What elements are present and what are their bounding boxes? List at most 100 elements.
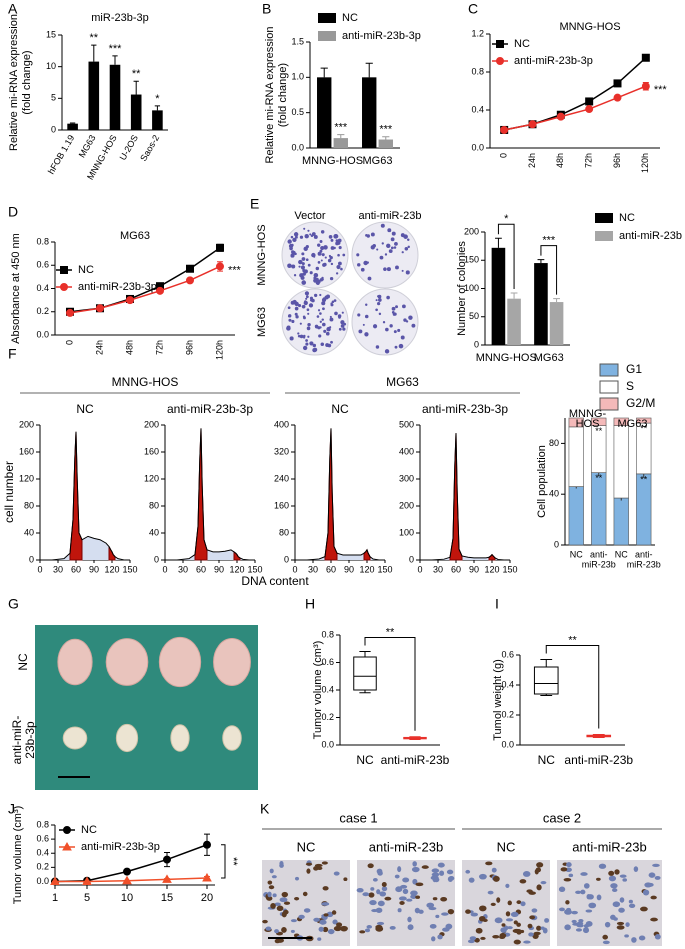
significance: ** <box>90 32 99 44</box>
cell-nucleus <box>585 909 593 913</box>
marker <box>50 876 60 885</box>
group-title: case 1 <box>339 810 377 825</box>
cell-nucleus <box>499 932 507 939</box>
y-tick-label: 40 <box>24 527 34 537</box>
cell-nucleus <box>406 898 413 902</box>
cell-nucleus <box>270 903 276 909</box>
colony <box>299 322 302 325</box>
marker <box>96 304 104 313</box>
colony <box>330 262 334 266</box>
colony <box>317 261 321 264</box>
colony <box>304 234 309 239</box>
series-line <box>69 265 221 314</box>
colony <box>336 264 341 270</box>
cell-nucleus <box>332 919 338 925</box>
x-tick-label: MG63 <box>534 352 564 364</box>
error-bar <box>337 134 345 139</box>
colony <box>379 255 384 260</box>
colony <box>321 318 324 321</box>
colony <box>301 262 305 266</box>
cell-nucleus <box>612 901 621 908</box>
colony <box>411 323 416 328</box>
colony <box>343 322 347 326</box>
colony <box>323 329 327 333</box>
cell-nucleus <box>516 928 522 935</box>
cell-nucleus <box>487 890 494 895</box>
y-tick-label: 300 <box>399 473 414 483</box>
colony <box>320 230 325 234</box>
colony <box>300 265 306 270</box>
colony <box>400 233 405 238</box>
cell-nucleus <box>368 892 375 898</box>
cell-nucleus <box>397 908 402 913</box>
cell-nucleus <box>369 900 377 906</box>
error-bar <box>510 292 518 299</box>
cell-nucleus <box>578 919 584 923</box>
y-tick-label: 40 <box>149 527 159 537</box>
colony <box>305 258 309 261</box>
colony <box>297 332 300 335</box>
colony <box>403 318 407 322</box>
colony <box>393 246 397 249</box>
bar-segment <box>568 417 584 428</box>
y-tick-label: 0 <box>29 554 34 564</box>
error-bar <box>320 67 328 78</box>
colony <box>375 299 378 302</box>
cell-nucleus <box>402 877 410 883</box>
panel-letter: F <box>8 346 17 362</box>
legend-label: NC <box>81 824 97 836</box>
bar <box>317 77 332 148</box>
cell-nucleus <box>281 926 287 933</box>
colony <box>295 315 299 319</box>
cell-nucleus <box>412 861 417 867</box>
panel-letter: K <box>260 801 270 817</box>
x-tick-label: MG63 <box>363 155 393 167</box>
cell-nucleus <box>535 867 542 873</box>
legend-swatch <box>318 13 336 23</box>
bar <box>67 123 78 130</box>
y-axis-label: (fold change) <box>21 50 33 114</box>
colony <box>385 327 389 332</box>
panel-letter: A <box>8 1 18 17</box>
legend-label: NC <box>514 38 530 50</box>
cell-nucleus <box>648 872 656 878</box>
cell-nucleus <box>340 925 348 932</box>
colony <box>305 295 309 299</box>
cell-nucleus <box>318 926 324 932</box>
x-axis-label: DNA content <box>241 574 309 588</box>
cell-nucleus <box>568 873 574 878</box>
marker <box>156 286 164 295</box>
x-tick-label: NC <box>538 753 556 767</box>
y-tick-label: 0.6 <box>36 833 49 843</box>
tumor <box>170 724 190 752</box>
colony <box>289 336 294 341</box>
cell-nucleus <box>580 872 588 876</box>
cell-nucleus <box>536 862 544 868</box>
significance: ** <box>640 423 648 433</box>
colony <box>302 336 306 339</box>
colony <box>402 304 406 309</box>
marker <box>60 266 68 274</box>
marker <box>585 105 594 114</box>
colony <box>319 312 322 315</box>
bar-segment <box>568 486 584 546</box>
colony <box>290 235 294 239</box>
marker <box>216 243 224 252</box>
cell-nucleus <box>399 901 405 905</box>
marker <box>162 874 172 883</box>
cell-nucleus <box>410 890 418 896</box>
y-tick-label: 400 <box>274 419 289 429</box>
cell-nucleus <box>432 897 438 901</box>
colony <box>291 319 295 324</box>
bar-segment <box>613 417 629 426</box>
marker <box>186 264 194 273</box>
cell-nucleus <box>492 935 500 939</box>
cell-nucleus <box>407 924 414 931</box>
cell-nucleus <box>375 907 383 913</box>
column-label: NC <box>297 839 316 854</box>
significance: ** <box>640 474 648 484</box>
y-tick-label: 0.8 <box>36 819 49 829</box>
colony <box>325 331 330 336</box>
legend-label: anti-miR-23b-3p <box>81 841 160 853</box>
x-tick-label: 30 <box>178 564 188 574</box>
